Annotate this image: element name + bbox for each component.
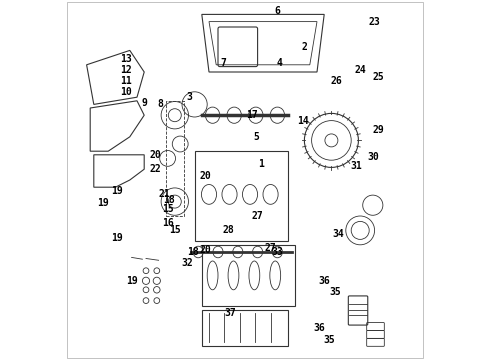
Text: 20: 20 bbox=[199, 245, 211, 255]
Text: 18: 18 bbox=[164, 195, 175, 205]
Text: 5: 5 bbox=[253, 132, 259, 142]
Text: 24: 24 bbox=[354, 65, 366, 75]
Text: 6: 6 bbox=[274, 6, 280, 16]
Text: 22: 22 bbox=[149, 164, 161, 174]
Text: 15: 15 bbox=[169, 225, 181, 235]
Text: 19: 19 bbox=[111, 233, 123, 243]
Text: 4: 4 bbox=[276, 58, 282, 68]
Text: 20: 20 bbox=[149, 150, 161, 160]
Text: 36: 36 bbox=[313, 323, 325, 333]
Text: 1: 1 bbox=[258, 159, 264, 169]
Text: 11: 11 bbox=[121, 76, 132, 86]
Text: 15: 15 bbox=[162, 204, 173, 214]
Text: 30: 30 bbox=[367, 152, 379, 162]
Text: 17: 17 bbox=[246, 110, 258, 120]
Text: 21: 21 bbox=[158, 189, 170, 199]
Text: 23: 23 bbox=[369, 17, 380, 27]
Text: 29: 29 bbox=[372, 125, 384, 135]
Text: 12: 12 bbox=[121, 65, 132, 75]
Text: 26: 26 bbox=[331, 76, 343, 86]
Text: 33: 33 bbox=[271, 247, 283, 257]
Text: 16: 16 bbox=[162, 218, 173, 228]
Text: 35: 35 bbox=[324, 335, 336, 345]
Text: 32: 32 bbox=[181, 258, 193, 268]
Text: 10: 10 bbox=[121, 87, 132, 97]
Text: 19: 19 bbox=[126, 276, 138, 286]
Text: 34: 34 bbox=[333, 229, 344, 239]
Text: 14: 14 bbox=[297, 116, 309, 126]
Text: 31: 31 bbox=[351, 161, 363, 171]
Text: 2: 2 bbox=[301, 42, 307, 52]
Text: 28: 28 bbox=[223, 225, 235, 235]
Text: 3: 3 bbox=[186, 92, 192, 102]
Text: 27: 27 bbox=[252, 211, 264, 221]
Text: 20: 20 bbox=[199, 171, 211, 181]
Text: 8: 8 bbox=[157, 99, 163, 109]
Text: 37: 37 bbox=[225, 308, 237, 318]
Text: 9: 9 bbox=[141, 98, 147, 108]
Text: 35: 35 bbox=[329, 287, 341, 297]
Text: 19: 19 bbox=[97, 198, 109, 208]
Text: 25: 25 bbox=[372, 72, 384, 82]
Text: 27: 27 bbox=[264, 243, 276, 253]
Text: 19: 19 bbox=[111, 186, 123, 196]
Text: 18: 18 bbox=[187, 247, 198, 257]
Text: 7: 7 bbox=[220, 58, 226, 68]
Text: 36: 36 bbox=[318, 276, 330, 286]
Text: 13: 13 bbox=[121, 54, 132, 64]
